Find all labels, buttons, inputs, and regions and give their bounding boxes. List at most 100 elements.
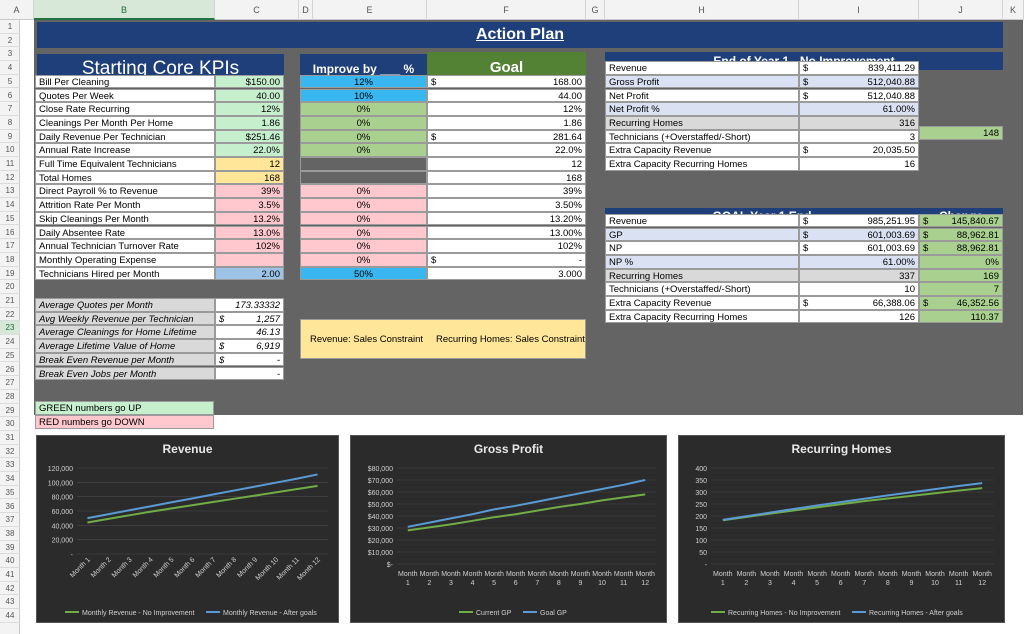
kpi-value[interactable]: 3.5% xyxy=(215,198,284,212)
row-header-3[interactable]: 3 xyxy=(0,47,20,62)
improve-value[interactable]: 0% xyxy=(300,211,427,226)
improve-value[interactable]: 0% xyxy=(300,129,427,144)
improve-value[interactable]: 0% xyxy=(300,115,427,130)
row-header-18[interactable]: 18 xyxy=(0,253,20,267)
year1-label: Recurring Homes xyxy=(605,115,799,130)
x-tick-label: Month 4 xyxy=(784,571,804,587)
row-header-27[interactable]: 27 xyxy=(0,376,20,390)
improve-value[interactable]: 0% xyxy=(300,143,427,157)
row-header-25[interactable]: 25 xyxy=(0,349,20,363)
column-header-i[interactable]: I xyxy=(799,0,919,20)
column-header-f[interactable]: F xyxy=(427,0,586,20)
kpi-value[interactable]: $251.46 xyxy=(215,129,284,144)
row-header-9[interactable]: 9 xyxy=(0,130,20,144)
row-header-19[interactable]: 19 xyxy=(0,267,20,281)
row-header-7[interactable]: 7 xyxy=(0,102,20,116)
improve-value[interactable]: 0% xyxy=(300,102,427,116)
row-header-33[interactable]: 33 xyxy=(0,458,20,473)
row-header-15[interactable]: 15 xyxy=(0,212,20,226)
row-header-43[interactable]: 43 xyxy=(0,595,20,610)
kpi-value[interactable]: 22.0% xyxy=(215,143,284,157)
kpi-value[interactable]: 2.00 xyxy=(215,266,284,281)
row-header-4[interactable]: 4 xyxy=(0,61,20,75)
kpi-value[interactable]: 12% xyxy=(215,102,284,116)
row-header-40[interactable]: 40 xyxy=(0,554,20,568)
row-header-34[interactable]: 34 xyxy=(0,472,20,486)
row-header-35[interactable]: 35 xyxy=(0,486,20,500)
kpi-value[interactable]: 102% xyxy=(215,239,284,253)
improve-value[interactable]: 50% xyxy=(300,266,427,281)
goal-year1-currency: $ xyxy=(803,229,809,241)
kpi-value[interactable]: 168 xyxy=(215,170,284,185)
average-label: Break Even Jobs per Month xyxy=(35,366,215,381)
column-header-g[interactable]: G xyxy=(586,0,605,20)
row-header-17[interactable]: 17 xyxy=(0,239,20,253)
row-header-13[interactable]: 13 xyxy=(0,184,20,199)
row-header-42[interactable]: 42 xyxy=(0,582,20,596)
column-header-c[interactable]: C xyxy=(215,0,299,20)
row-header-11[interactable]: 11 xyxy=(0,157,20,171)
row-header-24[interactable]: 24 xyxy=(0,335,20,349)
kpi-value[interactable]: $150.00 xyxy=(215,74,284,89)
improve-value[interactable] xyxy=(300,157,427,171)
goal-value: $168.00 xyxy=(427,74,586,89)
column-header-j[interactable]: J xyxy=(919,0,1003,20)
row-header-37[interactable]: 37 xyxy=(0,513,20,527)
row-header-32[interactable]: 32 xyxy=(0,445,20,459)
column-header-b[interactable]: B xyxy=(34,0,215,20)
improve-value[interactable]: 12% xyxy=(300,74,427,89)
goal-number: - xyxy=(578,254,582,266)
gross-profit-chart[interactable]: Gross Profit $80,000 $70,000 $60,000 $50,000… xyxy=(350,435,667,623)
recurring-homes-side-value[interactable]: 148 xyxy=(919,126,1003,140)
row-header-38[interactable]: 38 xyxy=(0,527,20,541)
row-header-28[interactable]: 28 xyxy=(0,390,20,404)
row-header-29[interactable]: 29 xyxy=(0,404,20,418)
row-header-20[interactable]: 20 xyxy=(0,280,20,294)
year1-value: 316 xyxy=(799,115,919,130)
goal-number: 3.000 xyxy=(558,268,582,280)
row-header-22[interactable]: 22 xyxy=(0,308,20,322)
row-header-10[interactable]: 10 xyxy=(0,143,20,157)
row-header-14[interactable]: 14 xyxy=(0,198,20,212)
recurring-homes-chart[interactable]: Recurring Homes 400 350 300 250 200 150 100 50- M… xyxy=(678,435,1005,623)
kpi-value[interactable]: 40.00 xyxy=(215,88,284,103)
kpi-value[interactable]: 39% xyxy=(215,184,284,199)
row-header-26[interactable]: 26 xyxy=(0,363,20,377)
improve-value[interactable]: 0% xyxy=(300,252,427,267)
row-header-39[interactable]: 39 xyxy=(0,541,20,555)
x-tick-label: Month 6 xyxy=(831,571,851,587)
row-header-6[interactable]: 6 xyxy=(0,89,20,103)
kpi-value[interactable]: 1.86 xyxy=(215,115,284,130)
revenue-chart[interactable]: Revenue 120,000 100,000 80,000 60,000 40,000 2… xyxy=(36,435,339,623)
row-header-31[interactable]: 31 xyxy=(0,431,20,445)
column-header-e[interactable]: E xyxy=(313,0,427,20)
kpi-value[interactable]: 13.0% xyxy=(215,225,284,240)
improve-value[interactable] xyxy=(300,170,427,185)
row-header-12[interactable]: 12 xyxy=(0,171,20,185)
improve-value[interactable]: 0% xyxy=(300,239,427,253)
row-header-8[interactable]: 8 xyxy=(0,116,20,130)
row-header-23[interactable]: 23 xyxy=(0,321,20,336)
improve-value[interactable]: 0% xyxy=(300,198,427,212)
improve-value[interactable]: 10% xyxy=(300,88,427,103)
row-header-1[interactable]: 1 xyxy=(0,20,20,34)
row-header-2[interactable]: 2 xyxy=(0,34,20,48)
kpi-value[interactable]: 12 xyxy=(215,157,284,171)
column-header-h[interactable]: H xyxy=(605,0,799,20)
column-header-k[interactable]: K xyxy=(1003,0,1024,20)
kpi-value[interactable] xyxy=(215,252,284,267)
row-header-16[interactable]: 16 xyxy=(0,226,20,240)
row-header-5[interactable]: 5 xyxy=(0,75,20,89)
row-header-44[interactable]: 44 xyxy=(0,609,20,623)
column-header-d[interactable]: D xyxy=(299,0,313,20)
column-header-a[interactable]: A xyxy=(0,0,34,20)
row-header-21[interactable]: 21 xyxy=(0,294,20,308)
row-header-41[interactable]: 41 xyxy=(0,568,20,582)
improve-value[interactable]: 0% xyxy=(300,184,427,199)
row-header-36[interactable]: 36 xyxy=(0,500,20,514)
improve-value[interactable]: 0% xyxy=(300,225,427,240)
row-header-30[interactable]: 30 xyxy=(0,417,20,431)
kpi-value[interactable]: 13.2% xyxy=(215,211,284,226)
goal-value: 13.20% xyxy=(427,211,586,226)
